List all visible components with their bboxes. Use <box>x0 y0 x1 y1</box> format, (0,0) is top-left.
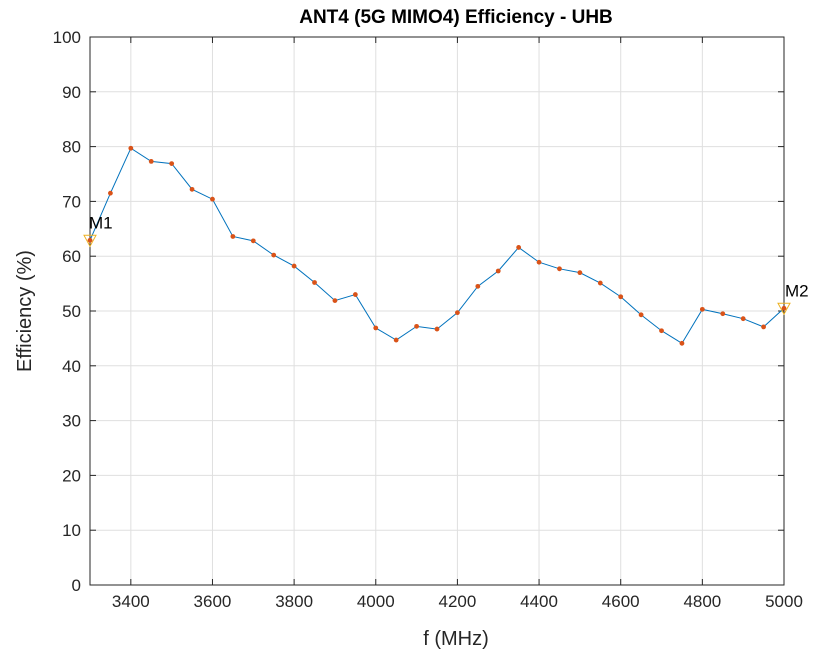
y-tick-label: 30 <box>62 412 81 431</box>
data-point <box>434 326 440 332</box>
x-tick-label: 3800 <box>275 592 313 611</box>
y-axis-title: Efficiency (%) <box>14 250 36 372</box>
data-point <box>761 324 766 330</box>
data-point <box>230 234 236 239</box>
data-point <box>495 268 501 274</box>
grid <box>90 36 785 586</box>
data-point <box>312 280 317 285</box>
data-point <box>332 298 338 303</box>
data-point <box>781 305 787 311</box>
data-point <box>597 280 603 286</box>
y-tick-label: 0 <box>72 576 81 595</box>
data-point <box>250 238 256 244</box>
x-tick-label: 3400 <box>112 592 150 611</box>
marker-triangle-icon <box>777 302 791 316</box>
x-tick-label: 3600 <box>194 592 232 611</box>
data-point <box>455 310 460 316</box>
x-tick-label: 4800 <box>683 592 721 611</box>
marker-triangle-icon <box>83 234 97 248</box>
data-point <box>699 306 705 312</box>
markers: M1 M2 <box>83 213 809 316</box>
data-point <box>414 323 419 329</box>
data-point <box>210 196 215 202</box>
marker-label: M2 <box>785 281 809 300</box>
x-tick-label: 4200 <box>438 592 476 611</box>
data-point <box>271 252 277 258</box>
x-tick-label: 4400 <box>520 592 558 611</box>
y-tick-label: 50 <box>62 302 81 321</box>
data-point <box>87 237 93 243</box>
data-point <box>169 161 175 166</box>
data-point <box>475 283 481 289</box>
data-point <box>638 312 644 318</box>
y-tick-label: 40 <box>62 357 81 376</box>
data-point <box>108 190 113 196</box>
data-point <box>740 316 746 322</box>
chart-title: ANT4 (5G MIMO4) Efficiency - UHB <box>299 7 613 28</box>
data-point <box>148 158 154 164</box>
y-tick-label: 10 <box>62 521 81 540</box>
data-point <box>189 186 195 192</box>
data-point <box>720 311 726 317</box>
x-axis-title: f (MHz) <box>423 628 489 650</box>
y-tick-label: 100 <box>53 28 81 47</box>
y-tick-label: 90 <box>62 83 81 102</box>
y-tick-label: 70 <box>62 192 81 211</box>
y-tick-label: 20 <box>62 466 81 485</box>
data-point <box>393 337 399 343</box>
x-tick-label: 4000 <box>357 592 395 611</box>
data-point <box>516 245 522 250</box>
data-point <box>659 328 664 334</box>
series-line <box>89 147 785 345</box>
data-point <box>618 294 624 300</box>
data-point <box>557 266 562 272</box>
data-point <box>352 292 358 297</box>
data-point <box>373 325 379 331</box>
x-tick-label: 4600 <box>602 592 640 611</box>
data-point <box>291 263 297 269</box>
data-point <box>577 270 583 276</box>
series-efficiency <box>87 145 787 346</box>
x-tick-label: 5000 <box>765 592 803 611</box>
y-tick-label: 60 <box>62 247 81 266</box>
data-point <box>536 259 542 265</box>
y-tick-label: 80 <box>62 138 81 157</box>
marker-label: M1 <box>89 213 113 232</box>
data-point <box>128 145 134 151</box>
axis-ticks: 3400 3600 3800 4000 4200 4400 4600 4800 5000 0 10 2… <box>53 28 803 611</box>
data-point <box>679 340 685 346</box>
